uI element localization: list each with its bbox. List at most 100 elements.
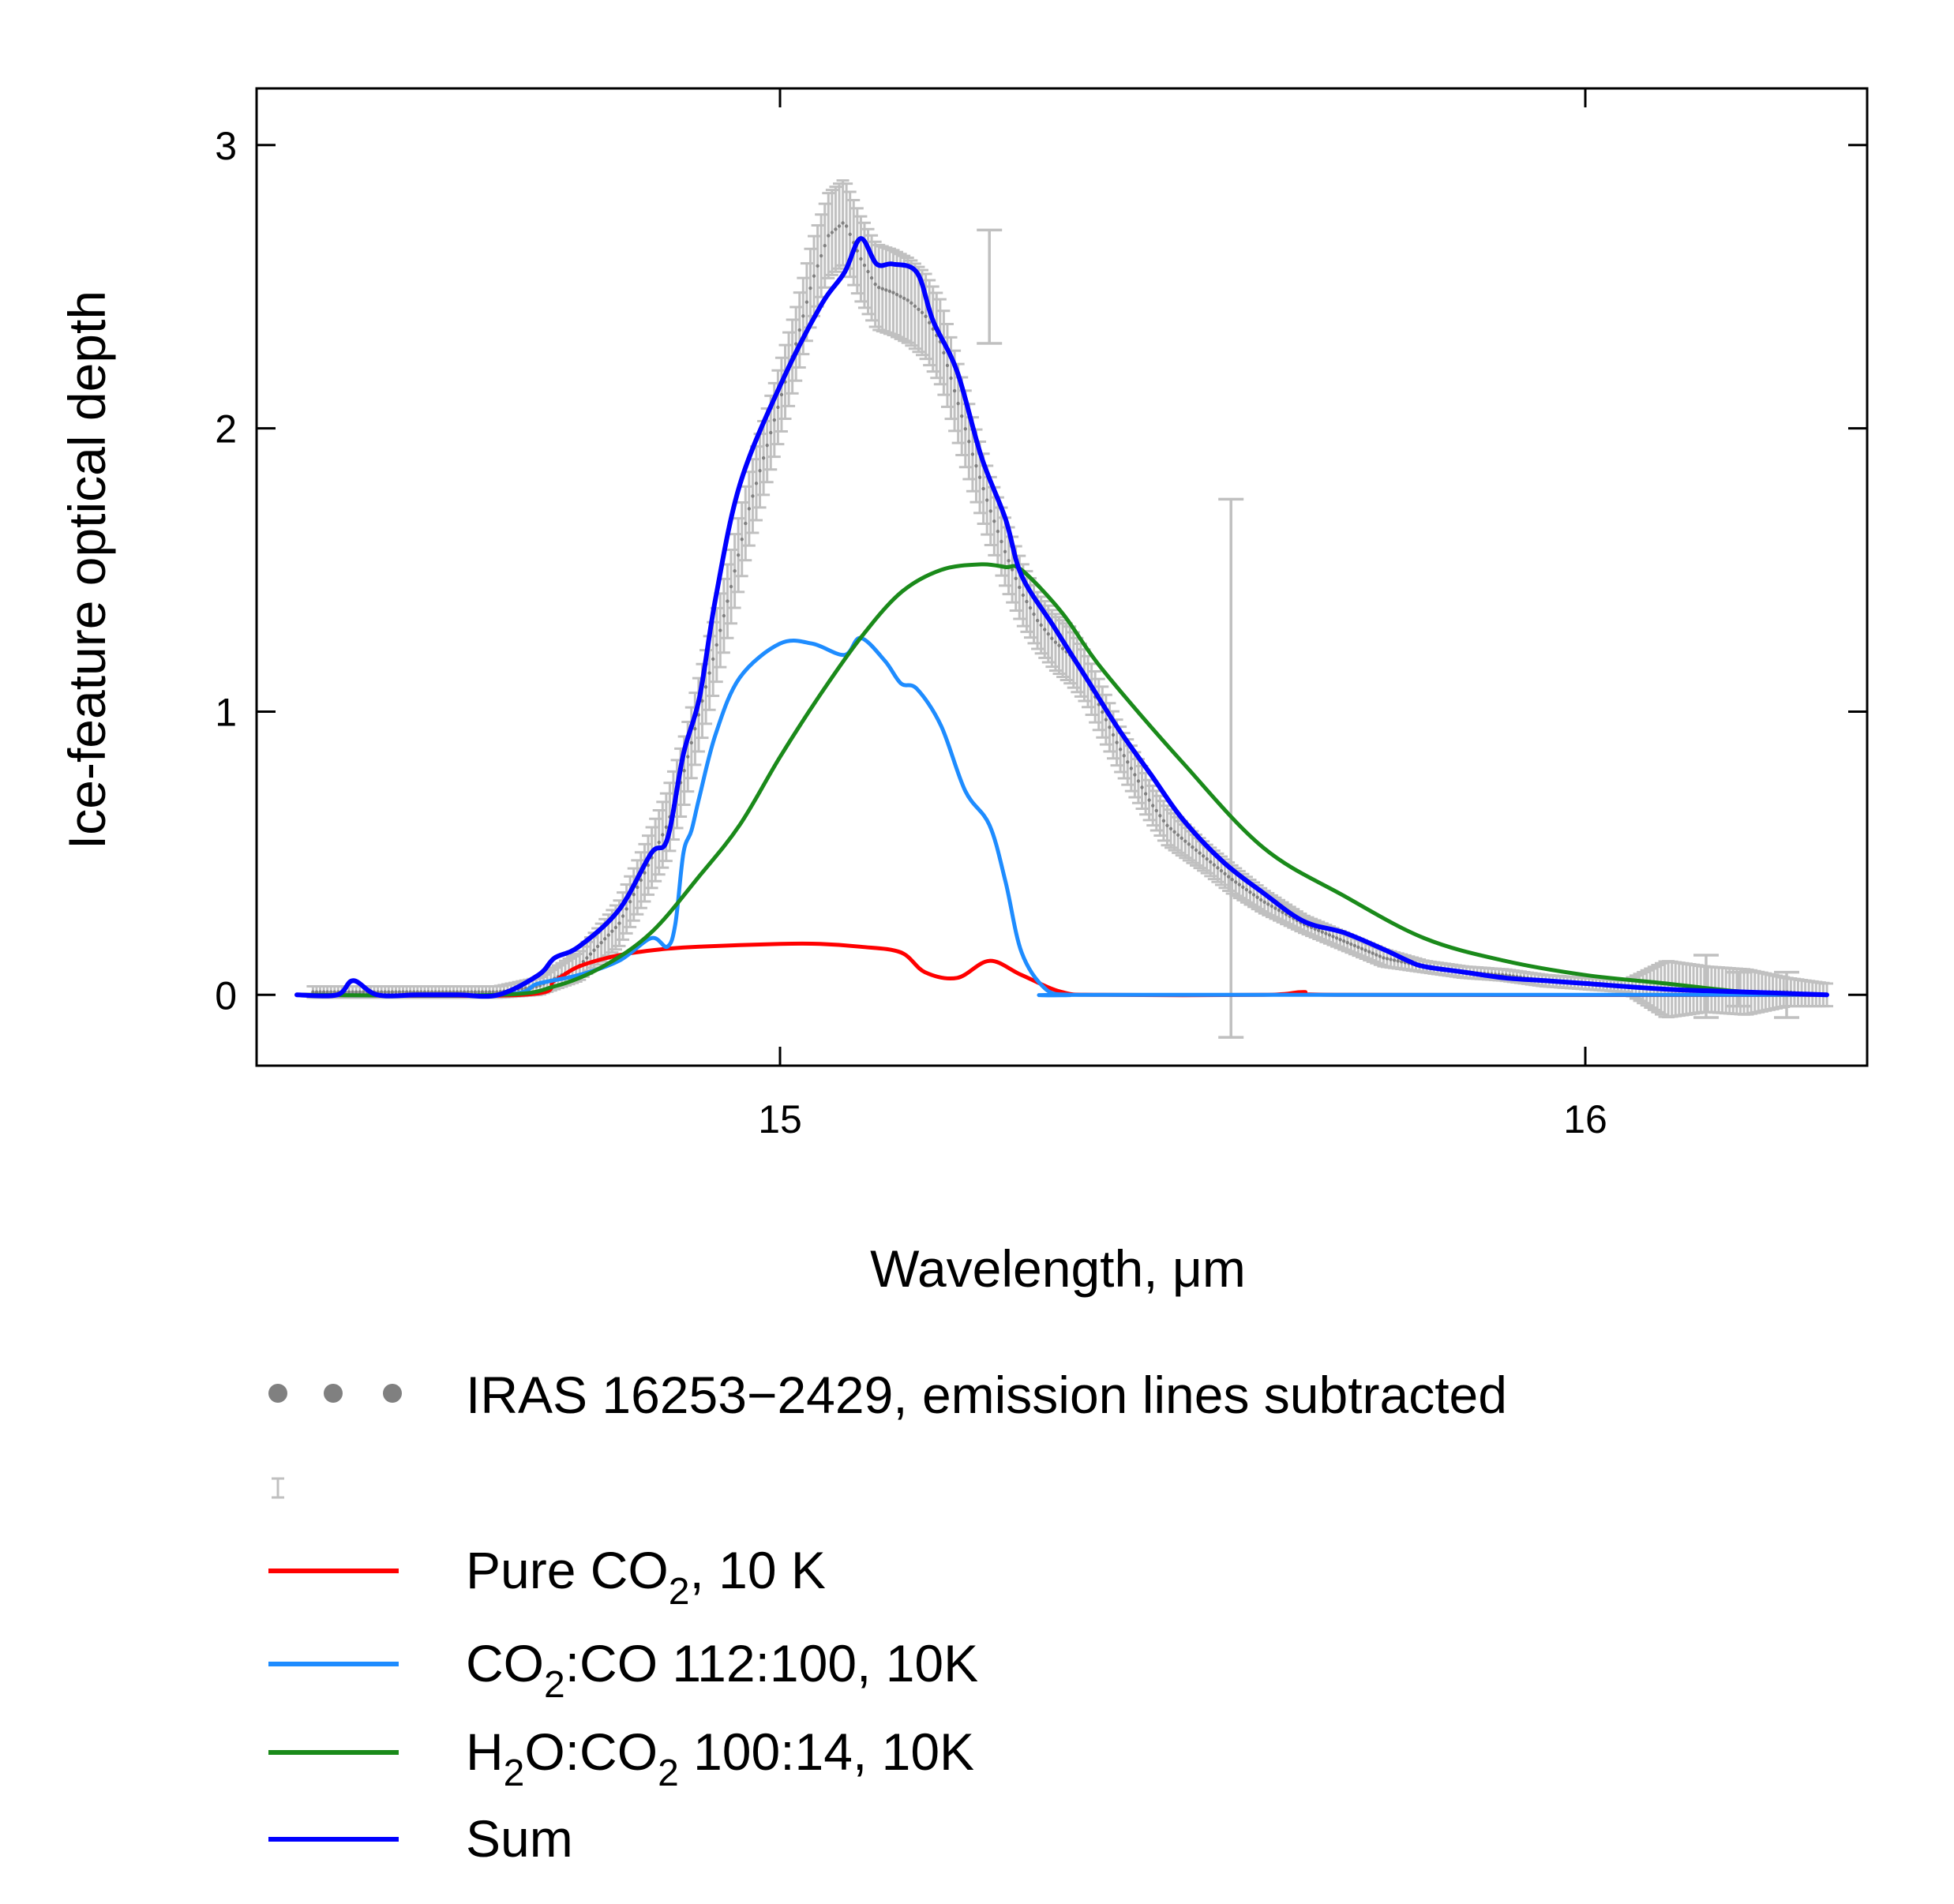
observed-point: [1209, 860, 1213, 864]
observed-point: [1201, 854, 1206, 858]
observed-point: [1187, 842, 1191, 846]
observed-point: [827, 234, 831, 238]
observed-point: [1043, 628, 1047, 632]
observed-data-points: [311, 221, 1829, 997]
observed-point: [1115, 740, 1119, 744]
observed-point: [1244, 887, 1249, 892]
observed-point: [1154, 808, 1158, 813]
observed-point: [887, 289, 892, 294]
observed-point: [985, 498, 989, 502]
observed-point: [1258, 898, 1263, 902]
observed-point: [1234, 880, 1238, 884]
observed-point: [1126, 760, 1130, 764]
observed-point: [1345, 940, 1349, 945]
observed-point: [1039, 623, 1043, 628]
observed-point: [1176, 833, 1180, 838]
observed-point: [1035, 618, 1040, 623]
observed-point: [613, 925, 618, 930]
observed-point: [314, 990, 319, 994]
observed-point: [1223, 871, 1227, 876]
observed-point: [466, 990, 470, 994]
observed-point: [974, 463, 978, 468]
observed-point: [1133, 773, 1137, 777]
observed-point: [1053, 640, 1058, 644]
observed-point: [329, 990, 333, 994]
observed-point: [877, 285, 881, 290]
observed-point: [632, 893, 636, 897]
observed-point: [1168, 826, 1173, 830]
observed-point: [924, 314, 928, 318]
observed-point: [1281, 910, 1285, 914]
observed-point: [841, 221, 845, 225]
observed-point: [714, 643, 718, 647]
observed-point: [1129, 766, 1134, 770]
observed-point: [967, 440, 971, 444]
observed-point: [862, 263, 867, 268]
legend-label: Sum: [466, 1809, 573, 1868]
observed-point: [808, 286, 812, 290]
observed-point: [1122, 754, 1126, 758]
observed-point: [1360, 946, 1364, 951]
observed-point: [1060, 647, 1065, 650]
y-tick-label: 1: [215, 690, 237, 734]
legend-label: IRAS 16253−2429, emission lines subtract…: [466, 1366, 1507, 1424]
observed-point: [902, 296, 906, 301]
observed-point: [480, 990, 485, 994]
observed-point: [1158, 814, 1162, 818]
observed-point: [891, 290, 895, 294]
observed-point: [729, 584, 733, 589]
observed-point: [682, 769, 686, 773]
observed-point: [1270, 904, 1274, 909]
axis-ticks: 15 16 0 1 2 3: [215, 88, 1867, 1141]
observed-point: [1032, 612, 1036, 617]
observed-point: [636, 885, 639, 890]
plot-area: [294, 179, 1833, 1039]
observed-point: [1118, 748, 1123, 751]
observed-point: [794, 342, 798, 346]
observed-point: [470, 990, 474, 994]
observed-point: [1363, 948, 1367, 952]
observed-point: [1046, 632, 1051, 636]
series-line-2: [294, 635, 1829, 998]
observed-point: [761, 456, 766, 460]
observed-point: [1371, 951, 1375, 955]
observed-point: [1018, 585, 1022, 590]
observed-point: [711, 657, 715, 662]
observed-point: [981, 486, 985, 491]
observed-point: [1191, 845, 1195, 849]
observed-point: [1273, 906, 1277, 910]
observed-point: [661, 833, 665, 837]
plot-frame: [255, 87, 1869, 1067]
observed-point: [1349, 942, 1353, 946]
observed-point: [1255, 895, 1259, 899]
observed-point: [1277, 908, 1281, 913]
observed-point: [595, 944, 600, 949]
observed-point: [1382, 956, 1386, 960]
observed-point: [1180, 836, 1183, 841]
legend-label: CO2:CO 112:100, 10K: [466, 1634, 978, 1706]
observed-point: [884, 288, 888, 292]
observed-point: [383, 990, 387, 994]
observed-point: [1241, 885, 1245, 890]
observed-point: [617, 921, 621, 925]
legend-label: Pure CO2, 10 K: [466, 1541, 826, 1613]
observed-point: [988, 509, 992, 513]
observed-point: [1324, 931, 1328, 935]
observed-point: [830, 231, 834, 234]
observed-point: [1172, 830, 1176, 834]
observed-point: [804, 300, 809, 304]
observed-point: [1028, 605, 1033, 610]
observed-point: [977, 475, 982, 479]
observed-point: [397, 990, 402, 994]
observed-point: [1057, 643, 1061, 647]
observed-point: [1219, 868, 1224, 873]
observed-point: [585, 956, 589, 960]
observed-point: [956, 401, 960, 406]
observed-point: [318, 990, 322, 994]
observed-point: [1378, 954, 1382, 958]
observed-point: [823, 243, 827, 248]
observed-error-bars: [306, 179, 1833, 1039]
observed-point: [693, 727, 697, 731]
observed-point: [1352, 943, 1357, 948]
observed-point: [707, 671, 711, 675]
